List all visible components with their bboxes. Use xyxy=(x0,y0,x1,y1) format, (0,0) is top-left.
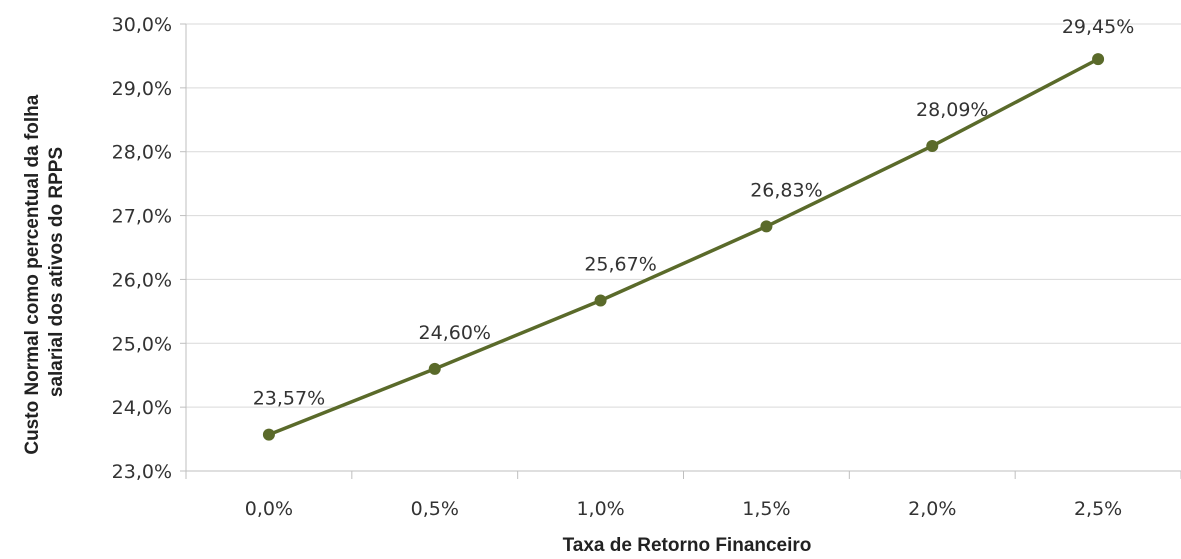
series-line xyxy=(268,57,1099,437)
y-tick-label: 29,0% xyxy=(112,78,172,100)
x-tick-label: 2,5% xyxy=(1074,498,1122,520)
x-axis-title: Taxa de Retorno Financeiro xyxy=(563,535,812,556)
x-tick-label: 1,0% xyxy=(576,498,624,520)
y-tick-label: 25,0% xyxy=(112,333,172,355)
y-axis-title-line-1: Custo Normal como percentual da folha xyxy=(22,94,43,454)
data-point xyxy=(926,139,939,152)
data-point xyxy=(428,362,441,375)
y-tick-labels: 23,0% 24,0% 25,0% 26,0% 27,0% 28,0% 29,0% 30,0% xyxy=(112,14,172,483)
data-label: 28,09% xyxy=(916,99,988,121)
x-tick-labels: 0,0% 0,5% 1,0% 1,5% 2,0% 2,5% xyxy=(245,498,1122,520)
y-tick-label: 28,0% xyxy=(112,142,172,164)
series xyxy=(262,53,1105,441)
x-tick-label: 1,5% xyxy=(742,498,790,520)
data-label: 26,83% xyxy=(750,179,822,201)
data-labels: 23,57% 24,60% 25,67% 26,83% 28,09% 29,45% xyxy=(253,16,1135,409)
y-tick-label: 24,0% xyxy=(112,397,172,419)
y-axis-title-line-2: salarial dos ativos do RPPS xyxy=(46,147,67,397)
data-label: 24,60% xyxy=(419,322,491,344)
x-tick-label: 0,5% xyxy=(411,498,459,520)
data-label: 29,45% xyxy=(1062,16,1134,38)
y-axis-title: Custo Normal como percentual da folha sa… xyxy=(22,89,67,454)
data-label: 23,57% xyxy=(253,388,325,410)
data-label: 25,67% xyxy=(584,254,656,276)
data-point xyxy=(262,428,275,441)
y-tick-label: 26,0% xyxy=(112,269,172,291)
x-tick-label: 0,0% xyxy=(245,498,293,520)
y-tick-label: 23,0% xyxy=(112,461,172,483)
data-point xyxy=(1092,53,1105,66)
y-tick-label: 27,0% xyxy=(112,206,172,228)
x-tick-label: 2,0% xyxy=(908,498,956,520)
y-tick-label: 30,0% xyxy=(112,14,172,36)
axes xyxy=(180,23,1181,479)
gridlines xyxy=(186,23,1181,408)
data-point xyxy=(594,294,607,307)
data-point xyxy=(760,220,773,233)
